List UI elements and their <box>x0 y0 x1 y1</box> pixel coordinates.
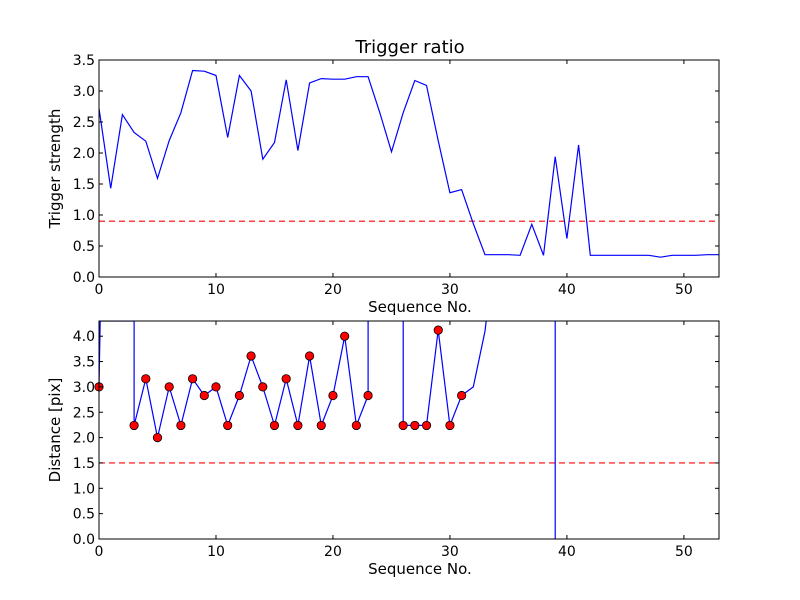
x-tick-label: 40 <box>558 282 576 298</box>
x-axis-label: Sequence No. <box>368 560 472 578</box>
data-point <box>363 390 373 401</box>
data-point <box>398 420 408 431</box>
data-point <box>293 420 303 431</box>
data-point <box>410 420 420 431</box>
y-tick-label: 2.0 <box>73 146 95 162</box>
series-line <box>402 321 487 426</box>
bottom-panel: 0 10 20 30 40 50 0.0 0.5 1.0 1.5 2.0 2.5 3.0 3.5 4.0 Se… <box>46 320 720 578</box>
y-tick-label: 3.0 <box>73 380 95 396</box>
data-point <box>304 351 315 361</box>
data-point <box>457 390 467 401</box>
data-point <box>281 374 291 384</box>
data-point <box>176 420 186 431</box>
plot-frame <box>98 320 720 540</box>
y-tick-label: 3.5 <box>73 355 95 371</box>
y-tick-label: 0.0 <box>73 532 95 548</box>
x-tick-label: 10 <box>207 544 225 560</box>
x-tick-label: 10 <box>207 282 225 298</box>
y-tick-label: 3.0 <box>73 84 95 100</box>
data-point <box>129 420 139 431</box>
data-point <box>141 374 151 384</box>
y-tick-label: 1.0 <box>73 481 95 497</box>
y-tick-label: 1.5 <box>73 177 95 193</box>
x-tick-label: 20 <box>324 544 342 560</box>
y-tick-label: 2.5 <box>73 405 95 421</box>
y-tick-label: 3.5 <box>73 53 95 69</box>
data-point <box>234 390 244 401</box>
x-tick-label: 0 <box>95 544 104 560</box>
y-axis-label: Trigger strength <box>46 109 64 230</box>
x-tick-label: 20 <box>324 282 342 298</box>
x-tick-label: 0 <box>95 282 104 298</box>
chart-title: Trigger ratio <box>354 37 464 58</box>
data-point <box>351 420 361 431</box>
y-tick-label: 2.5 <box>73 115 95 131</box>
data-point <box>328 390 338 401</box>
data-point <box>269 420 280 431</box>
y-tick-label: 1.0 <box>73 208 95 224</box>
x-tick-label: 30 <box>441 282 459 298</box>
top-panel: 0 10 20 30 40 50 0.0 0.5 1.0 1.5 2.0 2.5 3.0 3.5 Seque… <box>46 53 720 316</box>
series-line <box>99 69 719 258</box>
x-axis-label: Sequence No. <box>368 298 472 316</box>
y-tick-label: 0.0 <box>73 270 95 286</box>
data-point <box>445 420 455 431</box>
data-point <box>421 420 432 431</box>
y-tick-label: 1.5 <box>73 456 95 472</box>
data-point <box>152 433 163 443</box>
data-point <box>199 390 209 401</box>
data-point <box>316 420 326 431</box>
data-point <box>258 382 268 392</box>
x-tick-label: 50 <box>675 544 693 560</box>
x-tick-label: 50 <box>675 282 693 298</box>
data-point <box>164 382 174 392</box>
data-point <box>340 331 350 341</box>
data-point <box>187 374 198 384</box>
x-tick-label: 30 <box>441 544 459 560</box>
y-tick-label: 4.0 <box>73 329 95 345</box>
y-axis-label: Distance [pix] <box>46 378 64 483</box>
y-tick-label: 0.5 <box>73 507 95 523</box>
plot-frame <box>98 59 720 278</box>
y-tick-label: 0.5 <box>73 239 95 255</box>
data-point <box>433 325 443 335</box>
data-point <box>211 382 221 392</box>
x-tick-label: 40 <box>558 544 576 560</box>
data-point <box>223 420 233 431</box>
y-tick-label: 2.0 <box>73 431 95 447</box>
data-point <box>246 351 256 361</box>
